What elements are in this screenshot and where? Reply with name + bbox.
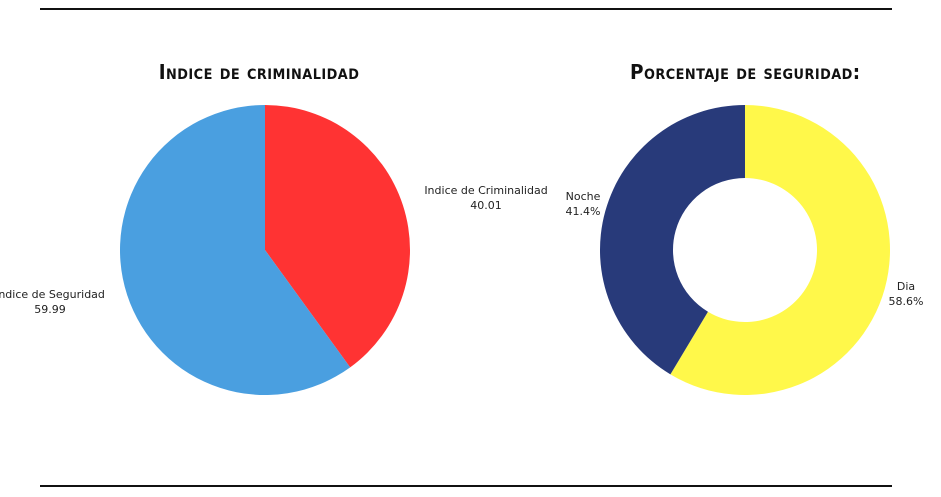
- slice-label: Dia: [897, 280, 915, 293]
- pie-slice-indice-de-seguridad: [119, 105, 351, 395]
- slice-value: 59.99: [34, 303, 66, 316]
- pie-slice-dia: [670, 105, 890, 396]
- slice-label: Indice de Seguridad: [0, 288, 105, 301]
- slice-label: Indice de Criminalidad: [424, 184, 547, 197]
- slice-value: 40.01: [470, 199, 502, 212]
- slice-value: 58.6%: [889, 295, 924, 308]
- pie-slice-noche: [599, 105, 745, 375]
- criminality-chart-title: Indice de criminalidad: [158, 60, 360, 84]
- pie-slice-indice-de-criminalidad: [265, 105, 411, 368]
- top-divider: [40, 8, 892, 10]
- slice-labels: Indice de Criminalidad 40.01 Indice de Seg…: [0, 184, 923, 316]
- slice-label: Noche: [566, 190, 601, 203]
- slice-value: 41.4%: [566, 205, 601, 218]
- security-chart-title: Porcentaje de seguridad:: [630, 60, 861, 84]
- security-donut: [599, 105, 890, 396]
- criminality-pie: [119, 105, 411, 395]
- bottom-divider: [40, 485, 892, 487]
